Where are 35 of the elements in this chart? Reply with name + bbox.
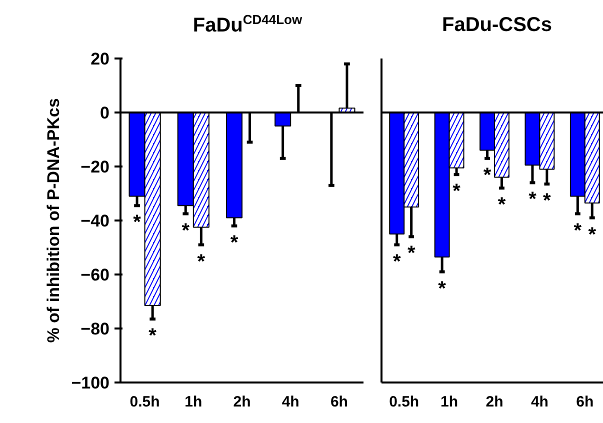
y-tick-label: 0 [100,104,110,122]
annotation: * [588,224,596,246]
annotation: * [543,190,552,212]
y-tick-label: −40 [80,212,110,230]
x-tick-label: 2h [486,394,504,410]
x-tick-label: 6h [330,394,348,410]
y-tick-label: −20 [80,158,110,176]
chart-title: FaDu-CSCs [442,13,552,38]
annotation: * [182,220,190,242]
x-tick-label: 1h [184,394,202,410]
annotation: * [574,220,582,242]
annotation: * [498,194,506,216]
y-tick-label: 20 [90,50,110,68]
annotation: * [407,242,416,265]
annotation: * [148,325,157,348]
x-tick-label: 1h [440,394,458,410]
x-tick-label: 2h [233,394,251,410]
annotation: * [133,212,142,234]
annotation: * [438,278,446,300]
chart-title: FaDu$^{CD44Low}$ [192,11,302,39]
y-axis-title: % of inhibition of P-DNA-PKcs [44,98,64,343]
x-tick-label: 6h [576,394,594,410]
y-tick-label: −100 [71,374,110,392]
x-tick-label: 4h [282,394,300,410]
x-tick-label: 4h [530,394,548,410]
y-tick-label: −80 [80,320,110,338]
annotation: * [197,250,206,273]
x-tick-label: 0.5h [130,394,160,410]
annotation: * [452,180,461,203]
y-tick-label: −60 [80,266,110,284]
x-tick-label: 0.5h [389,394,420,410]
annotation: * [392,250,401,273]
annotation: * [483,164,492,186]
annotation: * [528,188,537,211]
annotation: * [230,232,238,254]
